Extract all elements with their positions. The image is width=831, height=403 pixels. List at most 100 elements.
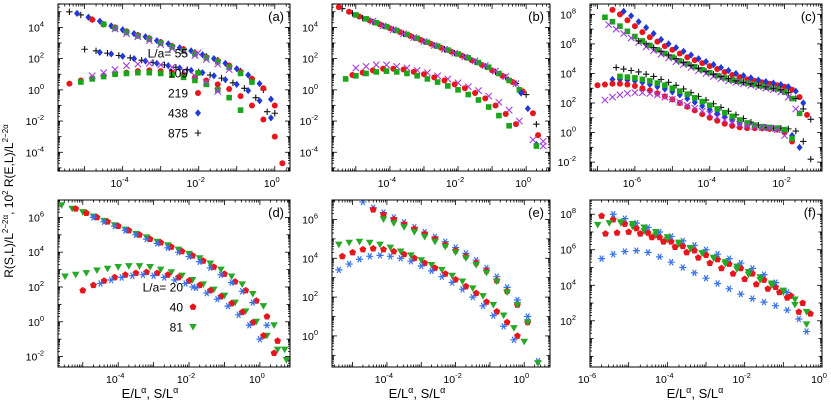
data-point [779, 287, 788, 295]
x-tick-label-exp: -4 [386, 371, 393, 380]
y-tick-label-base: 10 [26, 352, 38, 364]
x-tick-label-base: 10 [443, 374, 455, 386]
data-point [729, 117, 736, 125]
data-point [451, 81, 458, 88]
data-point [451, 249, 460, 257]
data-point [462, 255, 470, 262]
panel-label: (e) [528, 205, 544, 220]
data-point [169, 72, 175, 78]
x-label-middle: E/Lα, S/Lα [389, 385, 446, 401]
data-point [100, 73, 107, 80]
svg-text:R(S,L)/L2−2α, 102 R(E,L)/L2−2α: R(S,L)/L2−2α, 102 R(E,L)/L2−2α [1, 124, 16, 278]
y-tick-label-exp: -2 [569, 154, 576, 163]
data-point [185, 277, 193, 284]
data-points [594, 6, 814, 163]
data-point [217, 292, 225, 300]
data-point [772, 302, 780, 310]
data-point [485, 104, 492, 110]
y-tick-label-base: 10 [560, 9, 572, 21]
legend-label: L/a= 20 [143, 281, 184, 295]
data-point [119, 52, 126, 60]
data-point [510, 325, 518, 332]
data-point [748, 264, 756, 272]
data-point [489, 301, 498, 309]
y-tick-label-exp: -4 [37, 144, 44, 153]
series-r-s-l-l-a-81 [593, 219, 811, 316]
data-point [390, 247, 398, 255]
data-point [646, 89, 654, 98]
data-point [363, 16, 369, 22]
data-point [539, 142, 547, 150]
data-point [424, 39, 431, 46]
data-point [766, 124, 774, 132]
data-point [373, 19, 380, 26]
y-axis-label: R(S,L)/L2−2α, 102 R(E,L)/L2−2α [1, 124, 16, 278]
data-point [703, 58, 709, 66]
data-point [270, 322, 278, 329]
data-point [665, 51, 672, 59]
legend-marker-diamond [195, 109, 201, 117]
data-point [624, 74, 631, 80]
x-tick-label: 10-2 [177, 371, 195, 386]
series-r-s-l-l-a-875 [612, 64, 814, 163]
data-point [479, 293, 487, 300]
data-point [107, 276, 115, 284]
data-point [522, 91, 530, 98]
data-point [654, 47, 661, 53]
data-point [146, 69, 153, 76]
data-point [346, 8, 353, 15]
data-point [335, 241, 343, 249]
data-point [338, 252, 346, 260]
y-tick-label: 10-2 [26, 349, 44, 364]
data-point [393, 69, 400, 75]
data-point [714, 280, 722, 287]
y-tick-label: 102 [302, 289, 318, 304]
data-point [687, 62, 695, 69]
y-tick-label-exp: -2 [37, 349, 44, 358]
data-point [249, 319, 257, 326]
data-point [397, 254, 405, 262]
data-point [440, 45, 448, 53]
data-point [238, 281, 246, 288]
data-point [706, 69, 713, 76]
data-point [680, 47, 687, 55]
data-point [732, 77, 740, 85]
data-point [202, 78, 210, 86]
data-point [496, 70, 502, 77]
data-point [400, 224, 408, 231]
data-point [616, 80, 623, 87]
data-point [643, 24, 650, 32]
y-tick-label: 106 [302, 211, 318, 226]
data-point [616, 91, 624, 99]
data-point [122, 30, 131, 38]
data-point [376, 251, 384, 259]
y-tick-label: 106 [28, 209, 44, 224]
x-tick-label: 10-2 [443, 371, 461, 386]
data-point [502, 72, 510, 81]
x-tick-label-exp: -4 [709, 175, 716, 184]
x-tick-label-exp: 0 [527, 175, 531, 184]
series-r-s-l-l-a-219 [349, 65, 542, 139]
data-point [353, 72, 359, 79]
data-point [150, 272, 158, 280]
data-point [118, 274, 126, 281]
data-point [96, 280, 105, 287]
y-tick-label-exp: 4 [572, 65, 576, 74]
data-point [263, 108, 271, 115]
data-point [524, 104, 531, 113]
data-point [639, 29, 646, 36]
data-point [471, 57, 479, 65]
data-point [639, 38, 646, 44]
data-point [533, 120, 540, 128]
data-point [424, 76, 431, 82]
data-point [81, 46, 88, 53]
x-tick-label: 10-6 [578, 371, 596, 386]
data-point [632, 247, 640, 255]
data-point [168, 63, 176, 71]
data-point [164, 242, 172, 249]
data-point [203, 55, 210, 61]
data-point [235, 311, 243, 319]
y-tick-label-exp: 4 [40, 244, 44, 253]
data-point [256, 79, 263, 88]
